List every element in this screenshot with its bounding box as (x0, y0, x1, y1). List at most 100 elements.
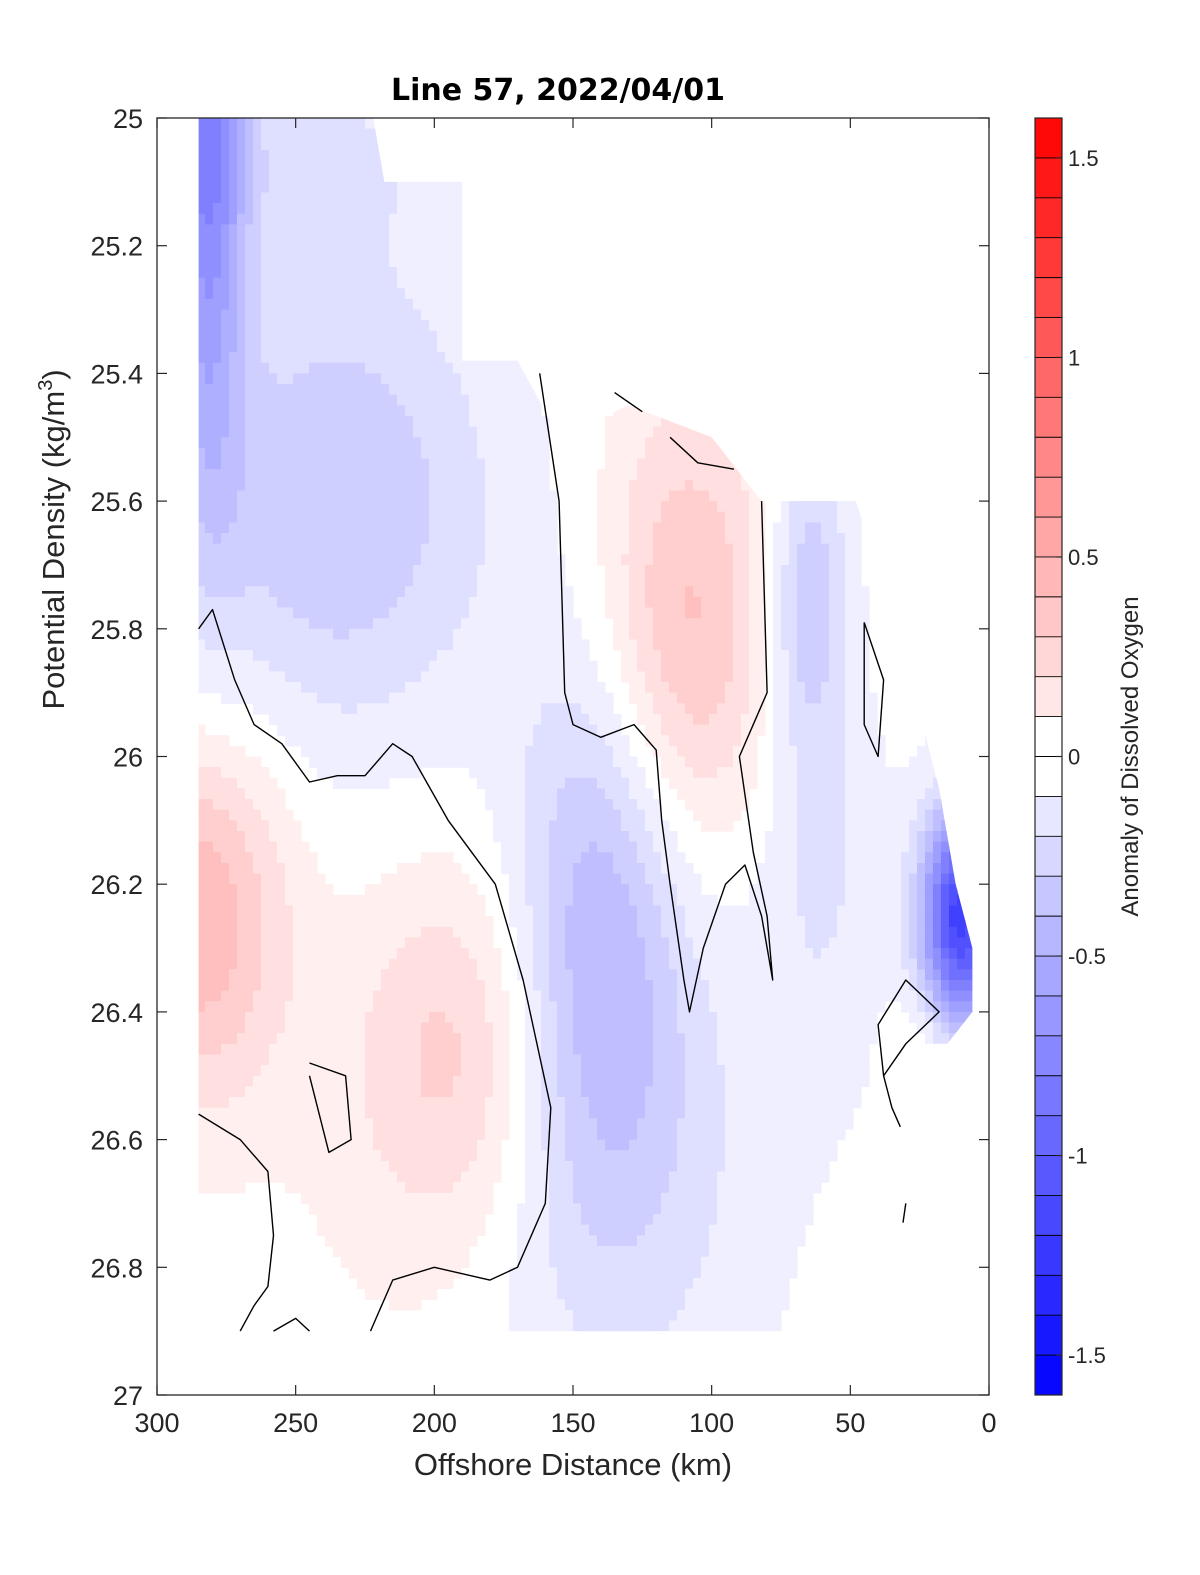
field-cell (293, 426, 302, 438)
field-cell (445, 564, 454, 577)
field-cell (317, 128, 326, 140)
field-cell (397, 1118, 406, 1130)
field-cell (565, 958, 574, 970)
field-cell (493, 682, 502, 694)
field-cell (381, 735, 390, 747)
field-cell (229, 341, 238, 353)
field-cell (198, 1118, 206, 1130)
field-cell (525, 958, 534, 970)
field-cell (445, 447, 454, 460)
field-cell (213, 1097, 222, 1109)
field-cell (341, 596, 350, 609)
field-cell (397, 245, 406, 257)
field-cell (253, 1065, 262, 1077)
field-cell (229, 628, 238, 641)
field-cell (301, 160, 310, 172)
field-cell (293, 862, 302, 875)
field-cell (421, 926, 430, 939)
field-cell (525, 1022, 534, 1034)
field-cell (453, 1182, 462, 1194)
field-cell (525, 586, 534, 598)
field-cell (533, 416, 542, 428)
field-cell (325, 1171, 334, 1183)
field-cell (261, 181, 270, 194)
field-cell (293, 820, 302, 832)
field-cell (389, 1203, 398, 1215)
field-cell (445, 437, 454, 449)
field-cell (285, 235, 294, 247)
field-cell (261, 905, 270, 917)
field-cell (421, 1214, 430, 1226)
field-cell (461, 1065, 470, 1077)
field-cell (365, 203, 374, 215)
field-cell (245, 320, 254, 332)
field-cell (413, 1139, 422, 1151)
field-cell (341, 245, 350, 257)
field-cell (277, 1150, 286, 1162)
field-cell (437, 745, 446, 758)
field-cell (205, 1182, 214, 1194)
field-cell (341, 682, 350, 694)
field-cell (397, 416, 406, 428)
field-cell (429, 1214, 438, 1226)
field-cell (341, 149, 350, 162)
field-cell (269, 916, 278, 928)
field-cell (381, 1107, 390, 1119)
field-cell (373, 969, 382, 981)
field-cell (453, 1065, 462, 1077)
field-cell (285, 607, 294, 619)
field-cell (198, 639, 206, 651)
field-cell (245, 298, 254, 311)
field-cell (301, 607, 310, 619)
field-cell (437, 1160, 446, 1173)
field-cell (373, 660, 382, 672)
field-cell (381, 490, 390, 502)
field-cell (285, 320, 294, 332)
field-cell (397, 1182, 406, 1194)
field-cell (229, 149, 238, 162)
field-cell (509, 522, 518, 534)
field-cell (469, 533, 478, 545)
field-cell (205, 522, 214, 534)
field-cell (373, 884, 382, 896)
field-cell (229, 1139, 238, 1151)
field-cell (461, 1011, 470, 1024)
field-cell (461, 1235, 470, 1247)
field-cell (365, 607, 374, 619)
field-cell (469, 1075, 478, 1088)
field-cell (213, 171, 222, 183)
field-cell (453, 756, 462, 768)
field-cell (461, 1160, 470, 1173)
field-cell (565, 1224, 574, 1236)
field-cell (301, 1065, 310, 1077)
field-cell (477, 1054, 486, 1066)
field-cell (437, 1267, 446, 1279)
field-cell (317, 267, 326, 279)
field-cell (253, 1086, 262, 1098)
field-cell (317, 735, 326, 747)
field-cell (421, 479, 430, 492)
field-cell (229, 1097, 238, 1109)
field-cell (461, 469, 470, 481)
field-cell (277, 703, 286, 715)
field-cell (485, 1054, 494, 1066)
field-cell (365, 1203, 374, 1215)
field-cell (237, 1118, 246, 1130)
field-cell (501, 820, 510, 832)
field-cell (261, 937, 270, 949)
field-cell (381, 756, 390, 768)
field-cell (549, 660, 558, 672)
field-cell (549, 1309, 558, 1322)
field-cell (349, 235, 358, 247)
field-cell (205, 618, 214, 630)
field-cell (253, 1150, 262, 1162)
field-cell (285, 1033, 294, 1045)
field-cell (493, 1065, 502, 1077)
field-cell (301, 916, 310, 928)
field-cell (245, 479, 254, 492)
field-cell (421, 969, 430, 981)
field-cell (237, 277, 246, 289)
field-cell (333, 352, 342, 364)
field-cell (525, 745, 534, 758)
field-cell (213, 469, 222, 481)
